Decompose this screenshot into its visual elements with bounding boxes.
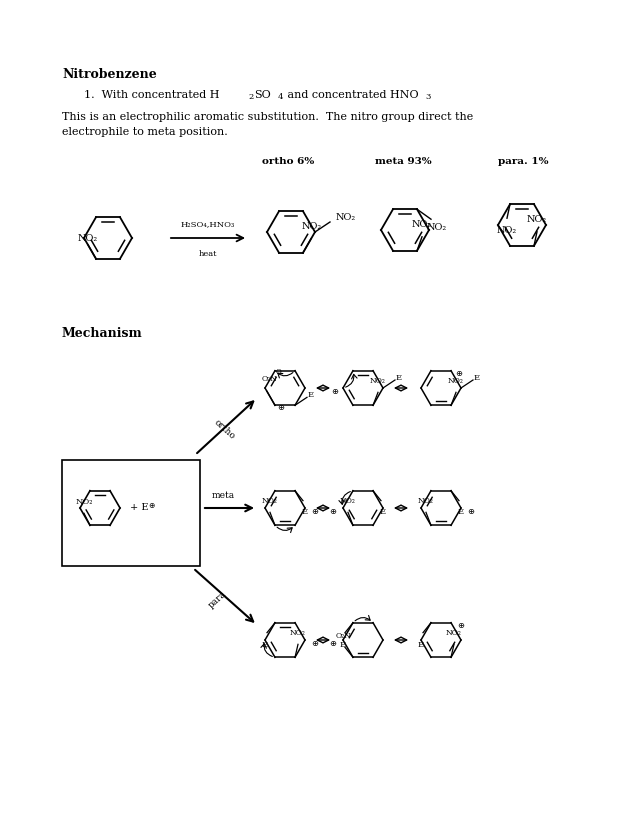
Text: Mechanism: Mechanism — [62, 327, 143, 340]
Text: ⊕: ⊕ — [329, 638, 336, 647]
Text: E: E — [308, 391, 314, 399]
Text: NO₂: NO₂ — [78, 234, 98, 243]
Text: SO: SO — [254, 90, 271, 100]
Text: This is an electrophilic aromatic substitution.  The nitro group direct the: This is an electrophilic aromatic substi… — [62, 112, 473, 122]
Text: NO₂: NO₂ — [302, 222, 322, 231]
Text: NO₂: NO₂ — [497, 227, 517, 236]
Text: NO₂: NO₂ — [262, 497, 278, 505]
Text: 2: 2 — [248, 93, 253, 101]
Bar — [62, 460, 200, 566]
Text: meta 93%: meta 93% — [375, 157, 432, 166]
Text: NO₂: NO₂ — [340, 497, 356, 505]
FancyArrowPatch shape — [261, 644, 272, 656]
Text: 1.  With concentrated H: 1. With concentrated H — [84, 90, 219, 100]
Text: E: E — [262, 641, 268, 649]
Text: NO₂: NO₂ — [418, 497, 434, 505]
Text: meta: meta — [212, 491, 235, 500]
Text: ⊕: ⊕ — [277, 403, 285, 412]
Text: E: E — [474, 374, 480, 382]
Text: NO₂: NO₂ — [370, 377, 386, 385]
Text: ⊕: ⊕ — [148, 500, 154, 509]
Text: NO₂: NO₂ — [448, 377, 464, 385]
Text: E: E — [380, 508, 386, 516]
Text: NO₂: NO₂ — [336, 214, 356, 222]
Text: E: E — [302, 508, 308, 516]
Text: NO₂: NO₂ — [427, 223, 447, 232]
Text: O₂N: O₂N — [262, 376, 278, 383]
Text: NO₂: NO₂ — [75, 498, 93, 506]
Text: O₂N: O₂N — [336, 632, 352, 641]
Text: NO₂: NO₂ — [290, 629, 306, 637]
Text: E: E — [396, 374, 402, 382]
Text: Nitrobenzene: Nitrobenzene — [62, 68, 157, 81]
Text: 4: 4 — [278, 93, 284, 101]
Text: ortho 6%: ortho 6% — [262, 157, 314, 166]
Text: H₂SO₄,HNO₃: H₂SO₄,HNO₃ — [181, 220, 235, 228]
Text: 3: 3 — [425, 93, 430, 101]
Text: NO₂: NO₂ — [446, 629, 462, 637]
FancyArrowPatch shape — [277, 527, 292, 532]
Text: + E: + E — [130, 504, 149, 513]
Text: ⊕: ⊕ — [455, 369, 462, 378]
Text: E: E — [340, 641, 346, 649]
Text: ⊕: ⊕ — [311, 638, 319, 647]
Text: E: E — [418, 641, 424, 649]
Text: ⊕: ⊕ — [467, 506, 474, 516]
FancyArrowPatch shape — [355, 615, 370, 621]
Text: ortho: ortho — [212, 418, 237, 442]
Text: para: para — [207, 590, 229, 610]
FancyArrowPatch shape — [278, 372, 293, 378]
FancyArrowPatch shape — [346, 374, 357, 387]
Text: NO₂: NO₂ — [527, 215, 547, 224]
FancyArrowPatch shape — [339, 491, 350, 504]
Text: O: O — [275, 368, 281, 377]
Text: para. 1%: para. 1% — [498, 157, 548, 166]
Text: ⊕: ⊕ — [329, 506, 336, 516]
Text: ⊕: ⊕ — [457, 621, 464, 630]
Text: ⊕: ⊕ — [311, 506, 319, 516]
Text: and concentrated HNO: and concentrated HNO — [284, 90, 418, 100]
Text: ⊕: ⊕ — [331, 386, 338, 395]
Text: NO₂: NO₂ — [412, 220, 432, 229]
Text: E: E — [458, 508, 464, 516]
Text: heat: heat — [198, 250, 217, 258]
Text: electrophile to meta position.: electrophile to meta position. — [62, 127, 228, 137]
